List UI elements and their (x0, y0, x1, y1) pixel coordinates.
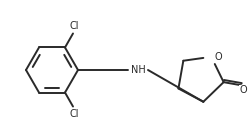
Text: O: O (214, 52, 222, 62)
Text: NH: NH (131, 65, 145, 75)
Text: Cl: Cl (69, 21, 79, 32)
Text: Cl: Cl (69, 108, 79, 119)
Text: O: O (240, 85, 247, 95)
